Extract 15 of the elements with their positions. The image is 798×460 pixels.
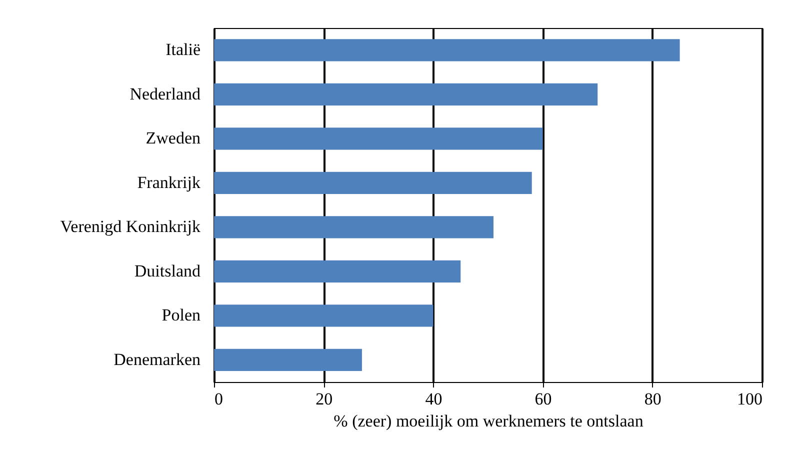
- x-tick-label: 40: [425, 390, 442, 408]
- x-tick-label: 20: [316, 390, 333, 408]
- y-tick-label: Italië: [166, 40, 200, 60]
- y-tick-label: Polen: [162, 306, 201, 325]
- x-axis-title: % (zeer) moeilijk om werknemers te ontslaan: [334, 412, 644, 430]
- y-tick-label: Zweden: [146, 128, 201, 148]
- x-tick-label: 60: [534, 390, 552, 408]
- y-tick-label: Denemarken: [114, 350, 201, 369]
- y-tick-label: Verenigd Koninkrijk: [60, 217, 201, 236]
- y-tick-label: Frankrijk: [137, 172, 201, 192]
- x-tick-label: 100: [737, 390, 762, 408]
- y-tick-label: Nederland: [130, 84, 201, 104]
- x-tick-label: 80: [644, 390, 662, 408]
- y-tick-label: Duitsland: [134, 261, 201, 280]
- x-tick-label: 0: [214, 390, 223, 408]
